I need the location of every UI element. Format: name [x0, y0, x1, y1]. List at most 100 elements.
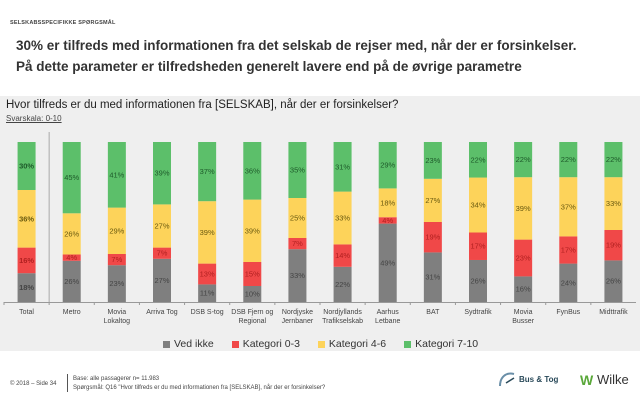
legend-swatch	[404, 340, 412, 348]
data-label: 36%	[245, 166, 260, 175]
data-label: 22%	[561, 155, 576, 164]
data-label: 39%	[516, 204, 531, 213]
data-label: 30%	[19, 162, 34, 171]
data-label: 22%	[335, 280, 350, 289]
category-label: Total	[19, 309, 34, 316]
bus-tog-swoosh-icon	[499, 372, 515, 387]
bar-segment	[423, 222, 442, 253]
data-label: 7%	[157, 249, 168, 258]
data-label: 13%	[200, 270, 215, 279]
data-label: 39%	[245, 226, 260, 235]
data-label: 31%	[335, 162, 350, 171]
bar-segment	[469, 232, 487, 260]
category-label: Regional	[238, 318, 266, 325]
bar-segment	[243, 142, 262, 200]
data-label: 33%	[606, 199, 621, 208]
data-label: 36%	[19, 214, 34, 223]
category-label: Movia	[108, 309, 127, 316]
category-label: BAT	[426, 309, 440, 316]
bar-segment	[559, 177, 578, 237]
legend: Ved ikke Kategori 0-3 Kategori 4-6 Kateg…	[163, 338, 478, 350]
data-label: 17%	[561, 246, 576, 255]
wilke-logo-text: Wilke	[597, 372, 629, 387]
footer-divider	[67, 374, 68, 392]
bar-segment	[333, 266, 352, 302]
bar-segment	[107, 254, 126, 266]
category-label: Nordjyllands	[323, 309, 362, 316]
data-label: 26%	[64, 277, 79, 286]
bar-segment	[153, 247, 171, 259]
bar-segment	[514, 177, 533, 240]
bar-segment	[62, 213, 81, 255]
data-label: 25%	[290, 214, 305, 223]
bar-segment	[469, 177, 487, 233]
bar-segment	[604, 230, 623, 261]
data-label: 26%	[606, 277, 621, 286]
bar-segment	[469, 259, 487, 302]
bar-segment	[559, 263, 578, 302]
category-label: Jernbaner	[282, 318, 314, 325]
data-label: 39%	[200, 228, 215, 237]
data-label: 10%	[245, 290, 260, 299]
bar-segment	[17, 190, 36, 248]
data-label: 29%	[109, 226, 124, 235]
data-label: 37%	[200, 167, 215, 176]
category-label: DSB S-tog	[191, 309, 224, 316]
legend-item-ved-ikke: Ved ikke	[163, 338, 214, 350]
bar-segment	[17, 247, 36, 274]
category-label: Movia	[514, 309, 533, 316]
data-label: 4%	[382, 216, 393, 225]
category-label: Midttrafik	[599, 309, 628, 316]
legend-swatch	[231, 340, 239, 348]
question-title: Hvor tilfreds er du med informationen fr…	[6, 99, 399, 111]
bar-segment	[378, 188, 397, 218]
data-label: 23%	[425, 156, 440, 165]
bar-segment	[153, 204, 171, 248]
data-label: 24%	[561, 278, 576, 287]
bar-segment	[604, 260, 623, 302]
data-label: 7%	[111, 255, 122, 264]
bar-segment	[604, 142, 623, 178]
data-label: 33%	[290, 271, 305, 280]
stacked-bar-chart: 18% 16% 36% 30% Total 26% 4% 26% 45% Metro 23% 7% 29…	[3, 132, 636, 325]
category-label: Metro	[63, 309, 81, 316]
bar-segment	[17, 273, 36, 302]
bar-segment	[62, 142, 81, 214]
legend-label: Kategori 0-3	[242, 338, 300, 350]
bar-segment	[423, 252, 442, 302]
data-label: 18%	[19, 283, 34, 292]
bar-segment	[333, 244, 352, 267]
data-label: 29%	[380, 161, 395, 170]
bar-segment	[288, 198, 307, 238]
data-label: 16%	[19, 256, 34, 265]
data-label: 37%	[561, 202, 576, 211]
data-label: 22%	[606, 155, 621, 164]
bar-segment	[62, 260, 81, 302]
bus-tog-logo-text: Bus & Tog	[519, 374, 559, 384]
bar-segment	[514, 276, 533, 302]
bar-segment	[514, 142, 533, 178]
category-label: Busser	[512, 318, 534, 325]
bar-segment	[243, 286, 262, 302]
data-label: 18%	[380, 198, 395, 207]
category-label: Nordjyske	[282, 309, 313, 316]
category-label: Letbane	[375, 318, 400, 325]
bar-segment	[17, 142, 36, 190]
bar-segment	[198, 284, 217, 302]
data-label: 19%	[425, 233, 440, 242]
bar-segment	[559, 142, 578, 178]
data-label: 7%	[292, 239, 303, 248]
bar-segment	[514, 239, 533, 277]
data-label: 49%	[380, 258, 395, 267]
legend-item-kategori-7-10: Kategori 7-10	[404, 338, 478, 350]
legend-swatch	[317, 340, 325, 348]
bar-segment	[288, 142, 307, 198]
bar-segment	[378, 217, 397, 224]
data-label: 22%	[516, 155, 531, 164]
legend-label: Kategori 4-6	[328, 338, 387, 350]
bar-segment	[378, 223, 397, 302]
data-label: 27%	[154, 222, 169, 231]
bar-segment	[333, 142, 352, 192]
data-label: 41%	[109, 170, 124, 179]
category-label: FynBus	[556, 309, 580, 316]
